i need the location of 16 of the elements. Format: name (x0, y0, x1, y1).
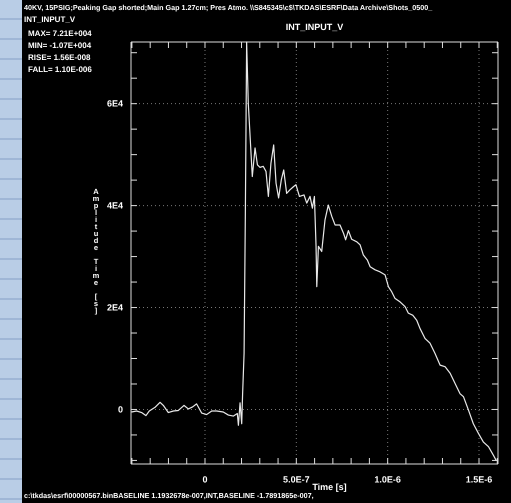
x-tick-label: 1.5E-6 (466, 474, 492, 484)
text: RISE= 1.56E-008 (28, 53, 92, 62)
y-tick-label: 0 (118, 404, 123, 414)
x-tick-label: 5.0E-7 (283, 474, 310, 484)
line-series (130, 41, 497, 462)
x-axis-title: Time [s] (312, 482, 347, 492)
x-tick-label: 0 (202, 474, 208, 484)
text: MIN= -1.07E+004 (28, 41, 92, 50)
text: FALL= 1.10E-006 (28, 65, 92, 74)
chart-title: INT_INPUT_V (286, 22, 344, 32)
y-tick-label: 6E4 (106, 98, 123, 109)
y-tick-label: 4E4 (106, 200, 123, 210)
text: INT_INPUT_V (24, 15, 76, 24)
x-tick-label: 1.0E-6 (374, 474, 401, 484)
text: MAX= 7.21E+004 (28, 29, 92, 38)
y-tick-label: 2E4 (106, 302, 123, 312)
